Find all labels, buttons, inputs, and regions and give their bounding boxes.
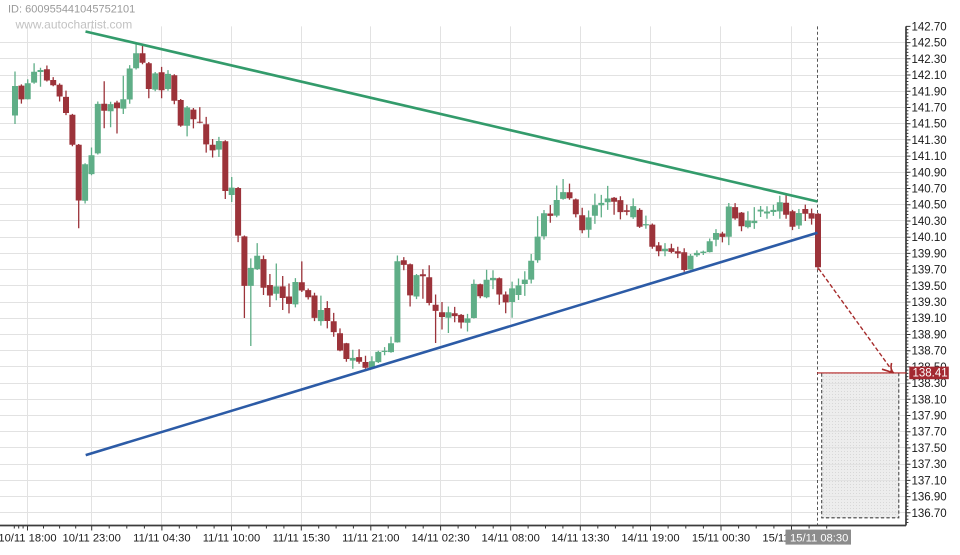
svg-text:136.70: 136.70 xyxy=(912,508,947,520)
svg-text:15/11 00:30: 15/11 00:30 xyxy=(692,533,750,545)
svg-text:139.10: 139.10 xyxy=(912,313,947,325)
svg-text:141.10: 141.10 xyxy=(912,151,947,163)
svg-text:14/11 08:00: 14/11 08:00 xyxy=(482,533,540,545)
svg-text:136.90: 136.90 xyxy=(912,492,947,504)
svg-text:14/11 13:30: 14/11 13:30 xyxy=(551,533,609,545)
svg-text:137.90: 137.90 xyxy=(912,411,947,423)
svg-text:141.90: 141.90 xyxy=(912,86,947,98)
svg-text:10/11 18:00: 10/11 18:00 xyxy=(0,533,57,545)
svg-text:ID: 600955441045752101: ID: 600955441045752101 xyxy=(8,4,135,16)
svg-text:15/11 08:30: 15/11 08:30 xyxy=(790,533,848,545)
svg-text:10/11 23:00: 10/11 23:00 xyxy=(63,533,121,545)
svg-text:138.70: 138.70 xyxy=(912,346,947,358)
svg-text:www.autochartist.com: www.autochartist.com xyxy=(15,18,133,32)
svg-text:138.30: 138.30 xyxy=(912,378,947,390)
svg-text:11/11 04:30: 11/11 04:30 xyxy=(133,533,190,545)
svg-text:11/11 10:00: 11/11 10:00 xyxy=(203,533,260,545)
svg-text:137.50: 137.50 xyxy=(912,443,947,455)
svg-text:142.70: 142.70 xyxy=(912,21,947,33)
svg-text:139.50: 139.50 xyxy=(912,281,947,293)
svg-text:139.30: 139.30 xyxy=(912,297,947,309)
svg-text:141.70: 141.70 xyxy=(912,103,947,115)
svg-text:142.10: 142.10 xyxy=(912,70,947,82)
svg-text:140.90: 140.90 xyxy=(912,167,947,179)
svg-text:137.70: 137.70 xyxy=(912,427,947,439)
svg-text:141.50: 141.50 xyxy=(912,119,947,131)
svg-text:138.90: 138.90 xyxy=(912,330,947,342)
svg-text:142.50: 142.50 xyxy=(912,38,947,50)
svg-text:138.41: 138.41 xyxy=(913,368,948,380)
svg-text:142.30: 142.30 xyxy=(912,54,947,66)
svg-text:14/11 19:00: 14/11 19:00 xyxy=(621,533,679,545)
svg-text:139.70: 139.70 xyxy=(912,265,947,277)
svg-text:137.10: 137.10 xyxy=(912,475,947,487)
svg-text:141.30: 141.30 xyxy=(912,135,947,147)
svg-text:140.50: 140.50 xyxy=(912,200,947,212)
svg-text:138.10: 138.10 xyxy=(912,394,947,406)
svg-text:139.90: 139.90 xyxy=(912,248,947,260)
svg-text:14/11 02:30: 14/11 02:30 xyxy=(411,533,469,545)
svg-text:137.30: 137.30 xyxy=(912,459,947,471)
svg-text:140.10: 140.10 xyxy=(912,232,947,244)
svg-text:11/11 15:30: 11/11 15:30 xyxy=(273,533,330,545)
svg-text:140.30: 140.30 xyxy=(912,216,947,228)
svg-text:11/11 21:00: 11/11 21:00 xyxy=(342,533,399,545)
svg-text:140.70: 140.70 xyxy=(912,184,947,196)
